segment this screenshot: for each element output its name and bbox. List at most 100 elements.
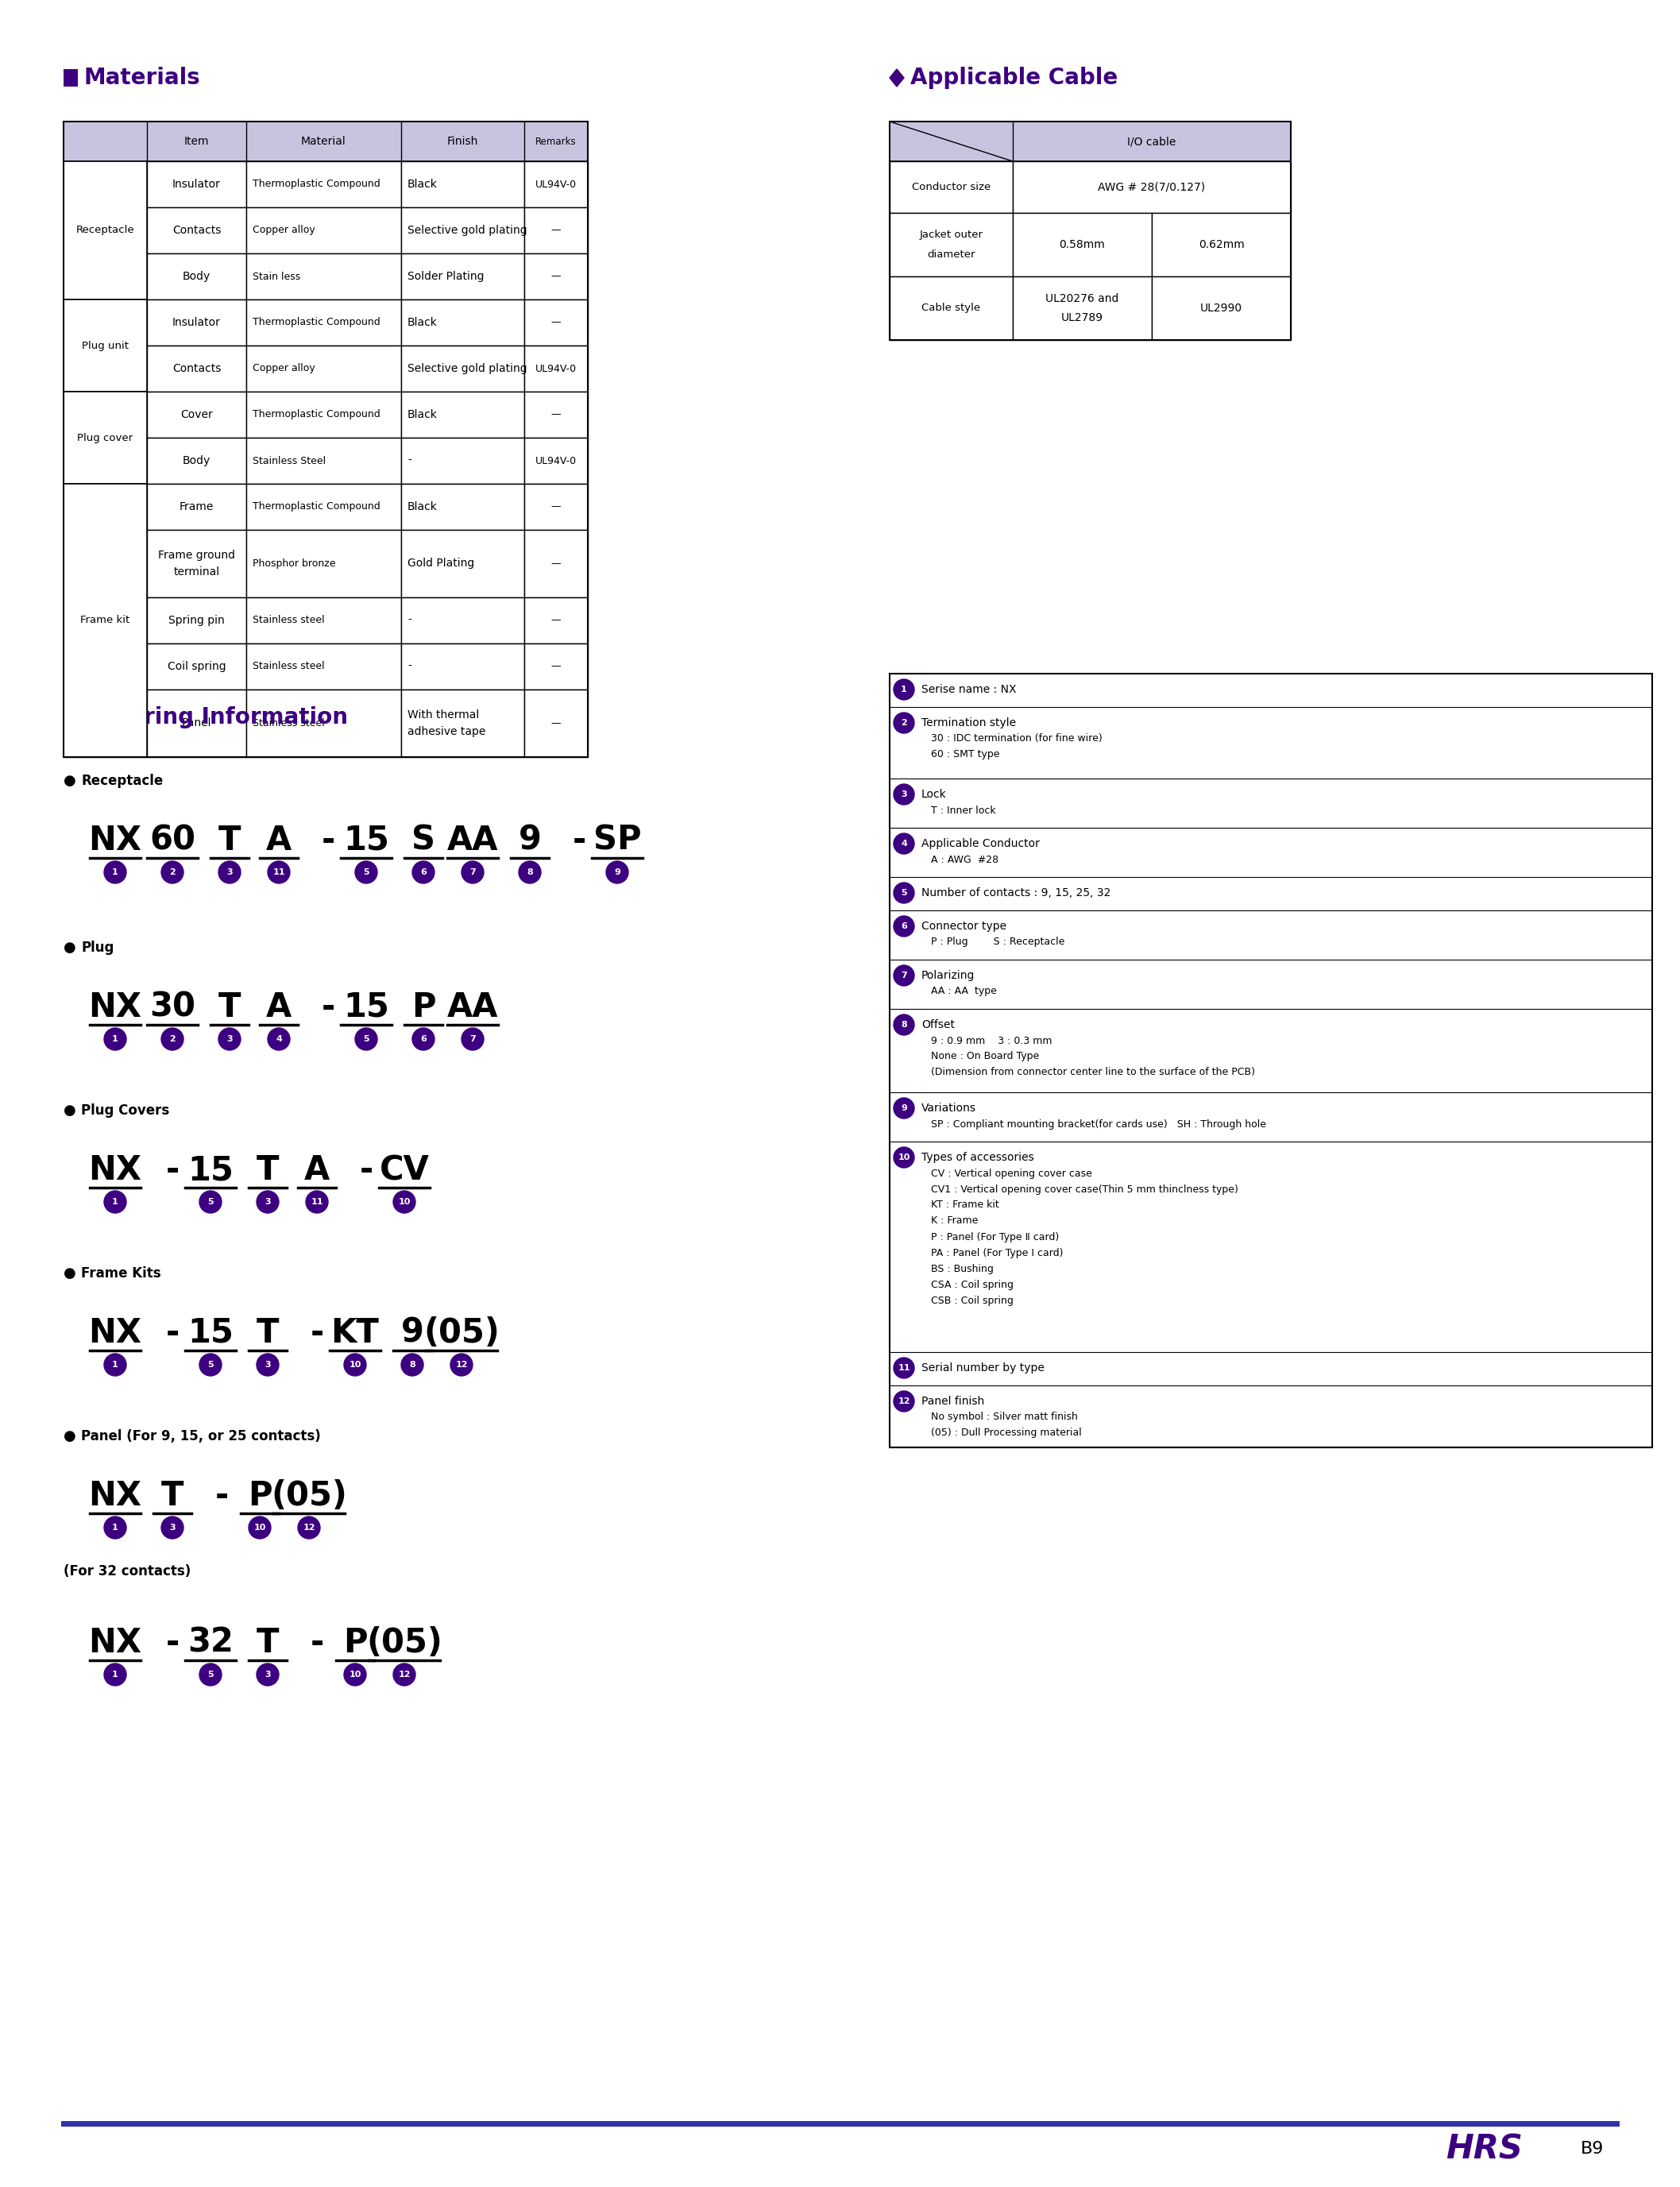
Text: 3: 3 [265,1198,270,1205]
Text: T: T [161,1478,183,1513]
Text: Thermoplastic Compound: Thermoplastic Compound [252,501,380,512]
Text: With thermal: With thermal [408,711,479,722]
Text: 3: 3 [265,1671,270,1680]
Circle shape [257,1354,279,1376]
Text: SP : Compliant mounting bracket(for cards use)   SH : Through hole: SP : Compliant mounting bracket(for card… [931,1120,1267,1128]
Text: UL2990: UL2990 [1200,302,1243,313]
Text: Serial number by type: Serial number by type [921,1363,1045,1373]
Circle shape [894,680,914,700]
Circle shape [894,1358,914,1378]
Text: ●: ● [64,940,76,956]
Circle shape [344,1354,366,1376]
Circle shape [104,1190,126,1214]
Bar [524,597,588,643]
Bar [247,529,402,597]
Bar [1152,276,1290,339]
Bar [247,300,402,346]
Text: 12: 12 [455,1360,467,1369]
Text: 15: 15 [188,1153,234,1188]
Text: Insulator: Insulator [173,317,220,328]
Text: Termination style: Termination style [921,717,1016,728]
Bar [1152,212,1290,276]
Circle shape [257,1664,279,1686]
Text: -: - [321,991,334,1024]
Circle shape [519,862,541,884]
Text: Ordering Information: Ordering Information [84,706,348,728]
Bar [524,437,588,483]
Text: 2: 2 [170,868,175,877]
Bar [64,254,146,300]
Circle shape [462,1028,484,1050]
Text: 6: 6 [420,1034,427,1043]
Text: UL94V-0: UL94V-0 [536,455,576,466]
Text: Black: Black [408,179,437,190]
Text: (05): (05) [270,1478,348,1513]
Text: No symbol : Silver matt finish: No symbol : Silver matt finish [931,1413,1079,1422]
Text: Receptacle: Receptacle [76,225,134,236]
Text: Polarizing: Polarizing [921,971,974,982]
Text: 1: 1 [113,1198,118,1205]
Text: 5: 5 [900,888,907,897]
Text: UL2789: UL2789 [1062,313,1104,324]
Text: Jacket outer: Jacket outer [919,230,983,241]
Text: Remarks: Remarks [536,136,576,147]
Circle shape [218,1028,240,1050]
Text: CSB : Coil spring: CSB : Coil spring [931,1295,1013,1306]
Text: 11: 11 [897,1365,911,1371]
Bar [402,529,524,597]
Text: Stainless Steel: Stainless Steel [252,455,326,466]
Text: Cable style: Cable style [922,304,981,313]
Text: (05) : Dull Processing material: (05) : Dull Processing material [931,1428,1082,1439]
Bar [890,674,1651,1448]
Circle shape [200,1190,222,1214]
Text: —: — [551,660,561,671]
Bar [146,643,247,689]
Text: NX: NX [89,1153,141,1188]
Text: —: — [551,501,561,512]
Circle shape [104,1354,126,1376]
Text: T: T [257,1153,279,1188]
Text: Selective gold plating: Selective gold plating [408,225,528,236]
Text: 8: 8 [410,1360,415,1369]
Text: -: - [166,1627,180,1660]
Text: —: — [551,717,561,728]
Text: Copper alloy: Copper alloy [252,363,316,374]
Text: 60 : SMT type: 60 : SMT type [931,750,1000,759]
Circle shape [354,862,378,884]
Text: Stain less: Stain less [252,271,301,282]
Bar [890,122,1290,162]
Text: Plug Covers: Plug Covers [81,1104,170,1118]
Bar [64,300,146,391]
Text: A: A [304,1153,329,1188]
Text: -: - [215,1478,228,1513]
Text: 8: 8 [528,868,533,877]
Text: ●: ● [64,774,76,787]
Text: 3: 3 [227,1034,232,1043]
Circle shape [402,1354,423,1376]
Text: 30: 30 [150,991,195,1024]
Text: 1: 1 [113,1360,118,1369]
Text: Black: Black [408,409,437,420]
Circle shape [104,862,126,884]
Text: adhesive tape: adhesive tape [408,726,486,737]
Bar [247,483,402,529]
Bar [64,437,146,483]
Text: terminal: terminal [173,566,220,577]
Text: Material: Material [301,136,346,147]
Text: Body: Body [183,271,210,282]
Text: 0.58mm: 0.58mm [1060,238,1105,249]
Text: Item: Item [185,136,208,147]
Text: -: - [311,1627,324,1660]
Text: Contacts: Contacts [173,363,222,374]
Text: 5: 5 [363,1034,370,1043]
Text: (For 32 contacts): (For 32 contacts) [64,1564,192,1579]
Text: 12: 12 [398,1671,410,1680]
Text: 1: 1 [900,685,907,693]
Text: NX: NX [89,1627,141,1660]
Bar [64,300,146,346]
Circle shape [894,833,914,853]
Circle shape [306,1190,328,1214]
Text: 5: 5 [363,868,370,877]
Bar [524,346,588,391]
Bar [524,162,588,208]
